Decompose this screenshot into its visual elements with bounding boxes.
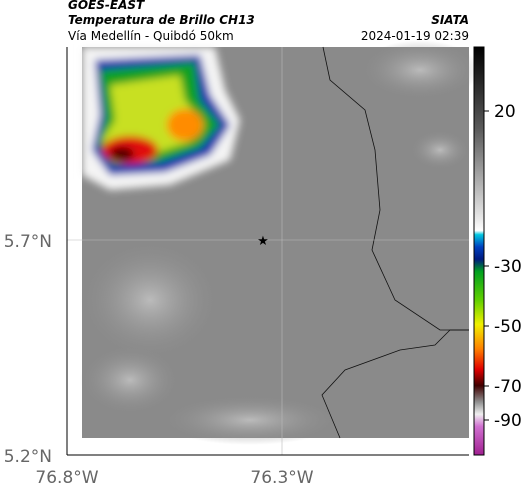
colorbar-label: -30 [494,257,522,277]
colorbar [473,46,485,456]
timestamp: 2024-01-19 02:39 [361,29,469,43]
colorbar-label: -70 [494,377,522,397]
lon-label: 76.8°W [35,468,98,488]
satellite-image: ★ [67,40,480,455]
colorbar-label: 20 [494,102,516,122]
subtitle: Temperatura de Brillo CH13 [68,13,255,27]
lat-label: 5.2°N [4,447,52,467]
title: GOES-EAST [68,0,145,12]
colorbar-label: -50 [494,317,522,337]
lon-label: 76.3°W [250,468,313,488]
lat-label: 5.7°N [4,232,52,252]
colorbar-label: -90 [494,411,522,431]
svg-text:★: ★ [257,234,269,249]
route: Vía Medellín - Quibdó 50km [68,29,234,43]
source: SIATA [431,13,469,27]
